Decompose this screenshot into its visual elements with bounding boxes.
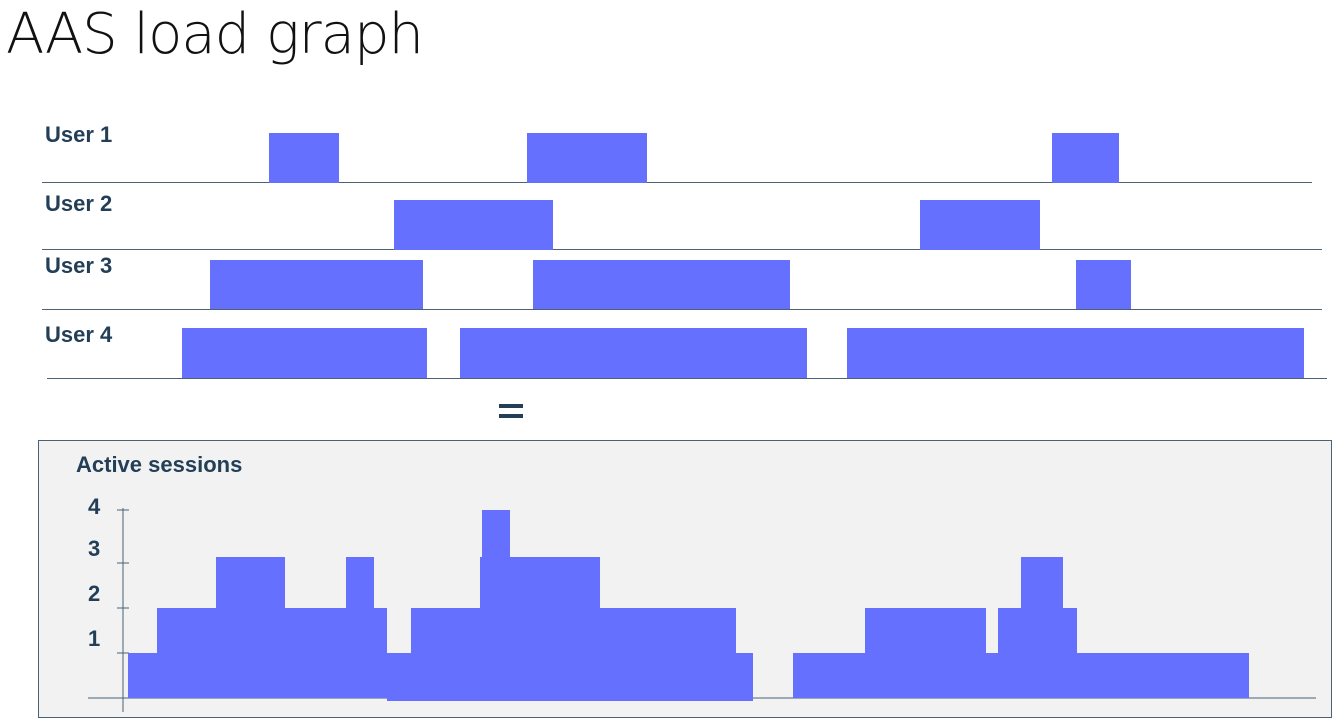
user-label-4: User 4 xyxy=(45,322,113,347)
active-sessions-step xyxy=(387,653,411,701)
active-sessions-step xyxy=(482,510,510,701)
session-bar xyxy=(533,260,790,309)
session-bar xyxy=(460,328,807,378)
active-sessions-step xyxy=(736,653,753,701)
session-bar xyxy=(920,200,1040,250)
lane-baseline-3 xyxy=(42,309,1322,310)
active-sessions-step xyxy=(1021,557,1063,698)
equals-bar-top xyxy=(499,404,523,408)
y-tick-label-1: 1 xyxy=(88,626,101,651)
active-sessions-step xyxy=(986,653,998,698)
user-label-1: User 1 xyxy=(45,122,113,147)
active-sessions-step xyxy=(216,557,285,698)
session-bar xyxy=(269,133,339,183)
equals-sign xyxy=(499,404,523,424)
active-sessions-step xyxy=(411,608,480,701)
active-sessions-step xyxy=(1063,608,1077,698)
chart-title: Active sessions xyxy=(76,452,243,477)
active-sessions-step xyxy=(510,557,600,701)
active-sessions-step xyxy=(998,608,1021,698)
lane-baseline-1 xyxy=(42,182,1312,183)
active-sessions-step xyxy=(346,557,374,698)
active-sessions-step xyxy=(865,608,986,698)
session-bar xyxy=(210,260,423,309)
active-sessions-step xyxy=(1077,653,1249,698)
active-sessions-step xyxy=(600,608,736,701)
session-bar xyxy=(394,200,553,250)
session-bar xyxy=(1052,133,1119,183)
session-bar xyxy=(847,328,1304,378)
lane-baseline-4 xyxy=(47,378,1327,379)
active-sessions-step xyxy=(128,653,157,698)
active-sessions-step xyxy=(285,608,346,698)
user-label-3: User 3 xyxy=(45,253,113,278)
equals-bar-bottom xyxy=(499,414,523,418)
page-title: AAS load graph xyxy=(6,2,424,67)
active-sessions-step xyxy=(480,557,482,701)
session-bar xyxy=(182,328,427,378)
active-sessions-step xyxy=(374,608,387,698)
active-sessions-step xyxy=(157,608,216,698)
session-bar xyxy=(527,133,647,183)
user-label-2: User 2 xyxy=(45,191,113,216)
session-bar xyxy=(1076,260,1131,309)
lane-baseline-2 xyxy=(42,249,1322,250)
y-tick-label-2: 2 xyxy=(88,581,101,606)
y-tick-label-4: 4 xyxy=(88,494,101,519)
active-sessions-step xyxy=(793,653,865,698)
y-tick-label-3: 3 xyxy=(88,536,101,561)
